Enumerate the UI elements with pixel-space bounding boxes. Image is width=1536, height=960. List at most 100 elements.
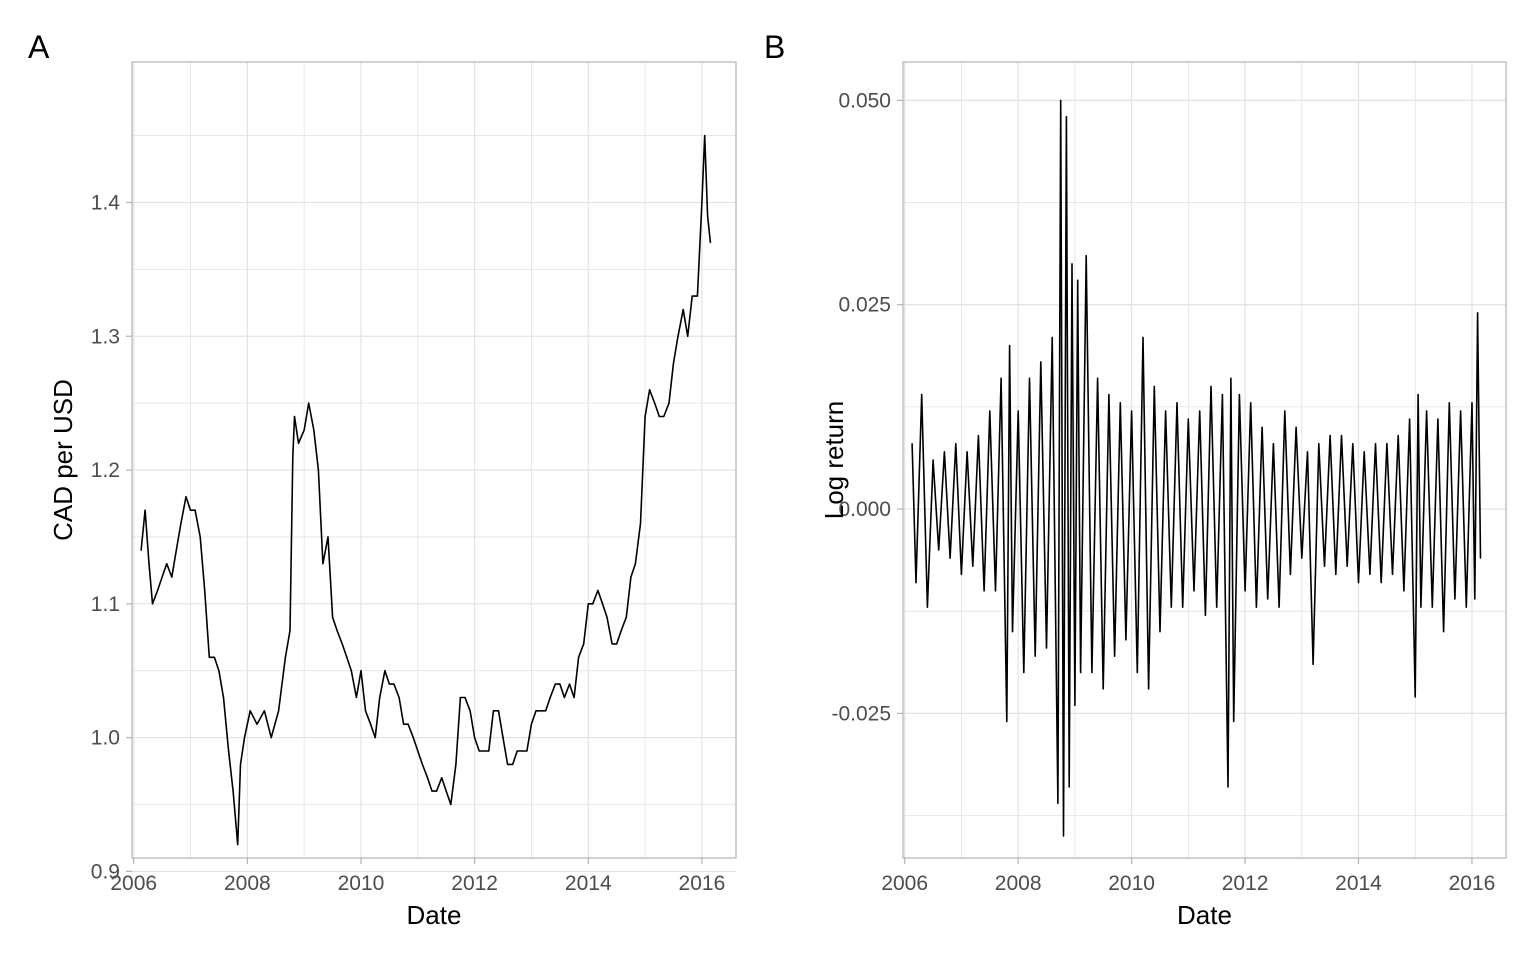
data-point [1369, 573, 1371, 576]
data-point [1102, 688, 1104, 690]
data-point [364, 710, 367, 712]
data-point [1210, 385, 1212, 388]
data-point [706, 215, 709, 217]
data-point [1479, 557, 1482, 559]
data-point [530, 723, 533, 725]
data-point [983, 590, 985, 592]
data-point [243, 736, 246, 739]
data-point [932, 459, 934, 461]
data-point [1193, 590, 1195, 592]
y-tick-label: 0.9 [91, 860, 120, 883]
data-point [237, 844, 239, 846]
data-point [232, 790, 234, 792]
y-tick-label: 1.1 [91, 593, 120, 616]
data-point [597, 589, 599, 592]
data-point [578, 656, 580, 658]
series-line [140, 134, 712, 846]
data-point [222, 696, 225, 699]
data-point [949, 557, 951, 559]
data-point [663, 415, 665, 418]
data-point [943, 451, 946, 453]
data-point [313, 429, 315, 431]
panel-a-border [131, 61, 737, 859]
data-point [1142, 336, 1144, 339]
data-point [388, 683, 390, 685]
data-point [208, 656, 210, 658]
data-point [540, 710, 542, 712]
data-point [1437, 418, 1439, 420]
data-point [1227, 786, 1229, 788]
data-point [502, 736, 504, 739]
data-point [1017, 410, 1019, 412]
data-point [926, 606, 928, 608]
data-point [464, 696, 466, 699]
data-point [1233, 720, 1235, 723]
data-point [989, 410, 991, 412]
x-tick-label: 2014 [565, 872, 612, 895]
data-point [204, 589, 206, 592]
data-point [492, 710, 494, 712]
data-point [459, 696, 462, 699]
panel-a-y-axis-title: CAD per USD [48, 379, 78, 541]
data-point [171, 576, 173, 578]
data-point [1414, 696, 1416, 698]
data-point [1374, 443, 1377, 445]
data-point [194, 509, 196, 511]
data-point [516, 750, 518, 752]
data-point [654, 402, 656, 404]
data-point [601, 603, 604, 605]
data-point [393, 683, 395, 685]
data-point [545, 710, 547, 712]
data-point [180, 522, 182, 525]
data-point [1187, 418, 1189, 420]
data-point [1323, 565, 1326, 567]
data-point [549, 696, 551, 699]
data-point [308, 402, 310, 404]
data-point [960, 573, 963, 576]
data-point [977, 434, 980, 437]
data-point [189, 509, 192, 511]
data-point [355, 696, 358, 699]
y-tick-label: 1.2 [91, 459, 120, 482]
data-point [1284, 410, 1286, 412]
data-point [403, 723, 405, 725]
data-point [1040, 361, 1042, 363]
data-point [512, 763, 514, 765]
data-point [658, 415, 660, 418]
data-point [421, 763, 423, 765]
data-point [379, 696, 381, 699]
y-tick-label: -0.025 [831, 702, 891, 725]
x-tick-label: 2008 [224, 872, 271, 895]
data-point [1119, 402, 1121, 404]
data-point [1071, 263, 1073, 265]
data-point [140, 549, 142, 551]
data-point [1079, 671, 1082, 674]
data-point [568, 683, 571, 685]
data-point [166, 563, 168, 565]
y-tick-label: 0.050 [838, 89, 891, 112]
data-point [1420, 606, 1422, 608]
data-point [994, 590, 997, 592]
data-point [1443, 631, 1445, 633]
data-point [289, 629, 291, 632]
data-point [704, 134, 706, 137]
panel-a: A 2006 2008 2010 2012 2014 2016 0.9 1.0 1.1 1.2 1.… [28, 29, 737, 930]
data-point [1340, 434, 1343, 437]
data-point [1474, 598, 1476, 600]
panel-a-series [140, 134, 712, 846]
y-tick-label: 1.4 [91, 191, 121, 214]
x-tick-label: 2014 [1335, 872, 1382, 895]
data-point [535, 710, 537, 712]
data-point [270, 736, 272, 739]
data-point [293, 415, 296, 418]
data-point [370, 723, 372, 725]
data-point [709, 242, 712, 244]
data-point [1335, 573, 1337, 576]
panel-b-y-axis-title: Log return [819, 401, 849, 520]
data-point [563, 696, 566, 699]
data-point [156, 589, 159, 592]
data-point [1329, 434, 1331, 437]
data-point [227, 750, 230, 752]
panel-b: B 2006 2008 2010 2012 2014 2016 -0.025 0.000 0.0… [764, 29, 1507, 930]
